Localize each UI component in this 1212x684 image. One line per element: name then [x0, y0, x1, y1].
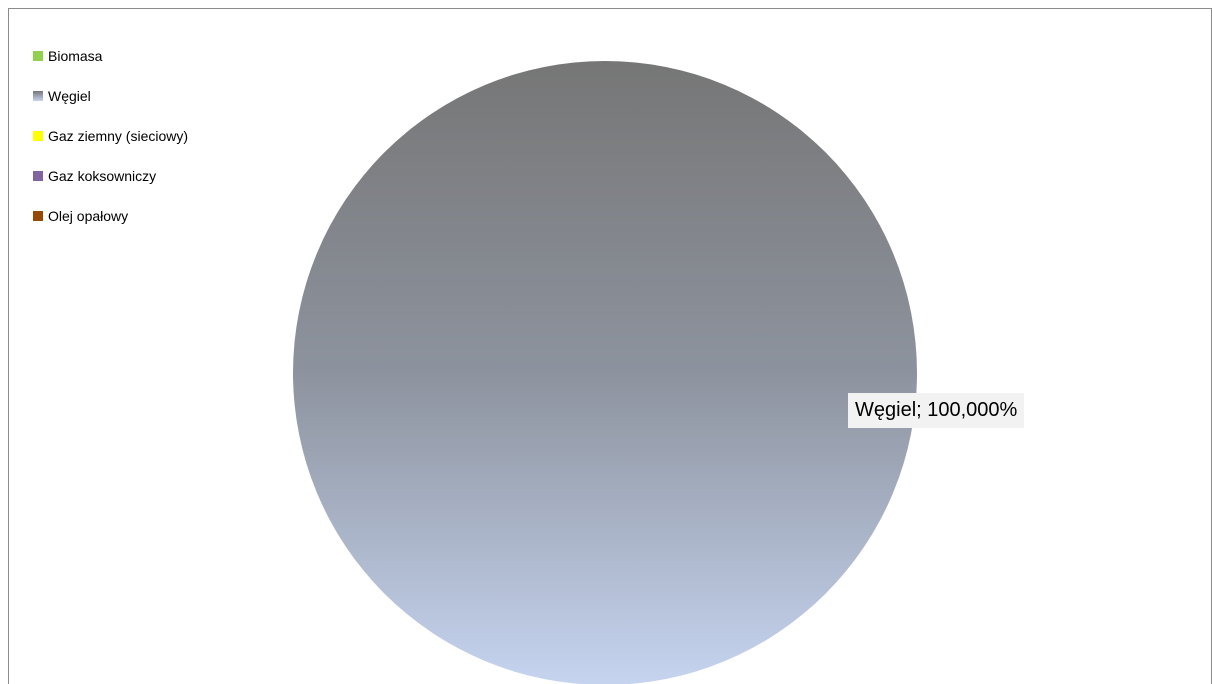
- legend-item-wegiel: Węgiel: [33, 86, 188, 105]
- legend-item-olej-opalowy: Olej opałowy: [33, 206, 188, 225]
- legend-item-biomasa: Biomasa: [33, 46, 188, 65]
- legend-item-gaz-koksowniczy: Gaz koksowniczy: [33, 166, 188, 185]
- legend: Biomasa Węgiel Gaz ziemny (sieciowy) Gaz…: [33, 46, 188, 246]
- legend-label: Gaz ziemny (sieciowy): [48, 127, 189, 144]
- legend-label: Olej opałowy: [48, 207, 129, 224]
- legend-swatch: [33, 170, 43, 181]
- legend-label: Biomasa: [48, 47, 103, 64]
- data-label-wegiel: Węgiel; 100,000%: [848, 393, 1025, 428]
- legend-label: Gaz koksowniczy: [48, 167, 157, 184]
- legend-swatch: [33, 90, 43, 101]
- legend-swatch: [33, 210, 43, 221]
- chart-area: Biomasa Węgiel Gaz ziemny (sieciowy) Gaz…: [8, 8, 1212, 684]
- legend-item-gaz-ziemny: Gaz ziemny (sieciowy): [33, 126, 188, 145]
- legend-label: Węgiel: [48, 87, 91, 104]
- pie-slice-węgiel: [293, 61, 917, 684]
- legend-swatch: [33, 50, 43, 61]
- pie-chart: [293, 61, 917, 684]
- legend-swatch: [33, 130, 43, 141]
